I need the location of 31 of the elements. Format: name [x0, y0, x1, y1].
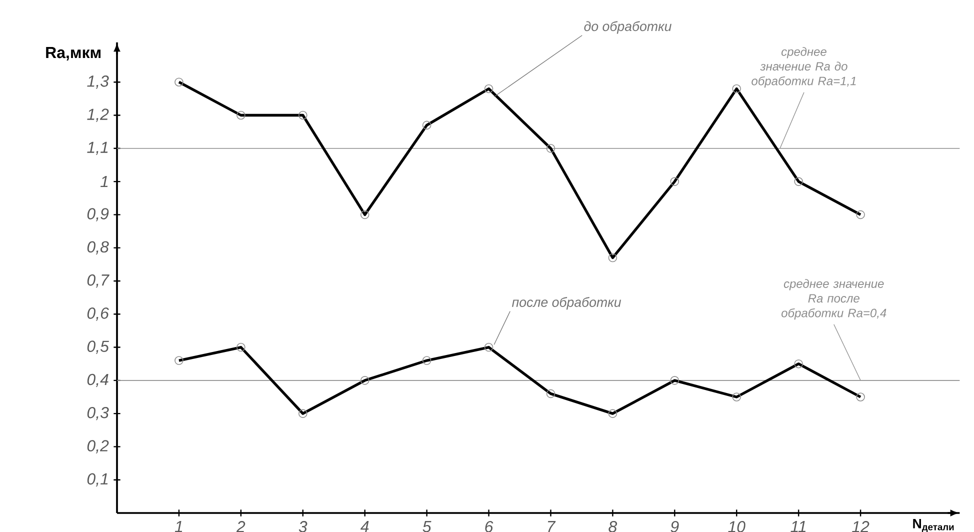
- y-tick-label: 0,7: [87, 274, 110, 288]
- x-tick-label: 6: [485, 521, 494, 532]
- y-tick-label: 0,3: [87, 406, 109, 420]
- x-tick-label: 9: [670, 521, 679, 532]
- y-tick-label: 0,1: [87, 473, 108, 486]
- y-tick-label: 0,2: [87, 440, 109, 454]
- x-tick-label: 12: [852, 521, 870, 532]
- y-tick-label: 1: [100, 176, 108, 188]
- x-tick-label: 3: [298, 521, 308, 532]
- y-tick-label: 0,9: [87, 208, 109, 222]
- x-axis-title: N$_{детали}$: [913, 519, 954, 532]
- y-tick-label: 1,2: [87, 108, 109, 122]
- x-tick-label: 11: [790, 521, 806, 532]
- y-tick-label: 1,1: [87, 142, 108, 155]
- x-tick-label: 4: [360, 521, 369, 532]
- x-tick-label: 10: [728, 521, 746, 532]
- x-tick-label: 5: [422, 521, 432, 532]
- ref-line-label: среднее значение Ra после обработки Ra=0,4: [781, 279, 886, 320]
- x-tick-label: 8: [608, 521, 618, 532]
- y-tick-label: 0,4: [87, 374, 108, 388]
- y-tick-label: 1,3: [87, 76, 109, 89]
- y-axis-title: Ra,мкм: [46, 47, 100, 61]
- x-tick-label: 7: [548, 521, 556, 532]
- x-tick-label: 1: [174, 521, 182, 532]
- text: после обработки: [512, 297, 622, 310]
- y-tick-label: 0,5: [87, 340, 109, 354]
- y-tick-label: 0,8: [87, 241, 109, 254]
- x-tick-label: 2: [236, 521, 246, 532]
- ref-line-label: среднее значение Ra до обработки Ra=1,1: [752, 47, 856, 88]
- text: до обработки: [584, 21, 672, 34]
- y-tick-label: 0,6: [87, 308, 109, 321]
